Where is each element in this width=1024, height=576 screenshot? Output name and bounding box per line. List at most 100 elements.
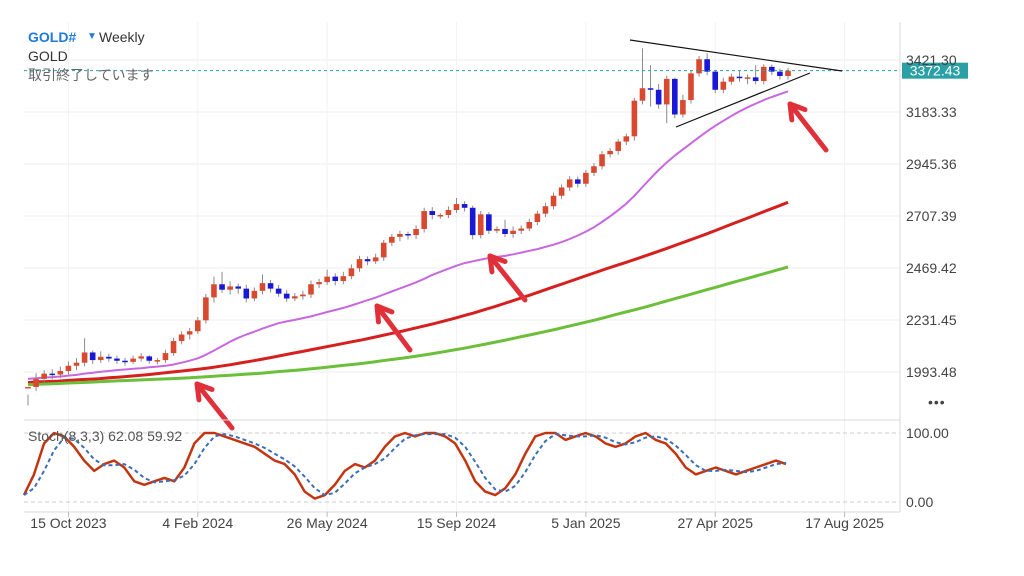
candle-body [672, 78, 678, 115]
candle-body [688, 73, 694, 101]
candle-body [332, 276, 339, 281]
candle-body [429, 211, 436, 215]
candle-body [73, 362, 80, 366]
timeframe-label[interactable]: Weekly [99, 29, 145, 45]
candle-body [211, 284, 217, 298]
candle-body [752, 77, 759, 82]
annotation-arrowhead [787, 101, 808, 123]
candle-body [469, 207, 476, 236]
current-price-label: 3372.43 [910, 63, 961, 79]
y-tick-label: 2945.36 [906, 156, 957, 172]
candle-body [138, 356, 144, 359]
candle-body [421, 211, 427, 229]
candle-body [122, 360, 128, 363]
candle-body [486, 214, 492, 231]
candle-body [777, 71, 783, 77]
candle-body [494, 228, 500, 231]
annotation-arrow [194, 381, 235, 431]
candle-body [696, 59, 702, 74]
candle-body [380, 242, 387, 258]
x-tick-label: 15 Sep 2024 [417, 515, 497, 531]
ma-slow-line [27, 265, 789, 387]
annotation-arrowhead [374, 303, 395, 325]
candle-body [372, 257, 379, 262]
annotations: 3372.43 [24, 39, 968, 431]
y-tick-label: 2231.45 [906, 312, 957, 328]
candle-body [364, 259, 371, 262]
y-tick-label: 3421.30 [906, 52, 957, 68]
candle-body [655, 89, 662, 105]
moving-averages [27, 90, 789, 387]
candle-body [227, 286, 233, 290]
y-tick-label: 2707.39 [906, 208, 957, 224]
stoch-tick-label: 100.00 [906, 425, 949, 441]
candle-body [502, 228, 508, 235]
candle-body [631, 100, 638, 137]
candle-body [647, 88, 654, 90]
annotation-arrow [374, 303, 413, 353]
candle-body [591, 166, 597, 173]
candle-body [194, 320, 201, 332]
x-tick-label: 26 May 2024 [287, 515, 368, 531]
candle-body [348, 268, 355, 277]
candle-body [736, 76, 743, 79]
candle-body [178, 334, 185, 342]
candle-body [599, 154, 605, 167]
candle-body [316, 282, 322, 285]
symbol-selector[interactable]: GOLD# [28, 29, 77, 45]
candle-body [526, 221, 533, 229]
candle-body [704, 59, 710, 72]
candle-body [170, 341, 177, 354]
candle-body [566, 179, 573, 188]
chevron-down-icon[interactable]: ▼ [87, 31, 97, 42]
candle-body [41, 373, 47, 379]
market-status: 取引終了しています [28, 67, 154, 83]
candle-body [146, 356, 153, 361]
candle-body [292, 296, 298, 299]
annotation-arrowhead [194, 381, 215, 403]
candle-body [510, 230, 516, 235]
candle-body [251, 290, 258, 299]
candle-body [97, 356, 104, 361]
x-tick-label: 5 Jan 2025 [551, 515, 620, 531]
candle-body [615, 141, 622, 151]
x-tick-label: 15 Oct 2023 [30, 515, 106, 531]
instrument-name: GOLD [28, 48, 68, 64]
ma-fast-line [27, 90, 789, 380]
candle-body [574, 179, 581, 184]
ma-mid-line [27, 200, 789, 385]
candle-body [235, 286, 242, 289]
x-tick-label: 17 Aug 2025 [805, 515, 884, 531]
candle-body [154, 360, 161, 362]
candle-body [49, 373, 56, 376]
candle-body [130, 358, 136, 362]
candle-body [65, 365, 72, 372]
triangle-upper-line [629, 39, 843, 72]
candle-body [81, 352, 88, 363]
candle-body [219, 284, 225, 290]
candle-body [267, 283, 274, 289]
candle-body [413, 228, 419, 236]
candle-body [720, 81, 727, 90]
more-options-icon[interactable]: ••• [928, 394, 946, 410]
candle-body [405, 234, 411, 236]
y-tick-label: 3183.33 [906, 104, 957, 120]
stochastic-panel [22, 431, 900, 503]
stoch-k-line [22, 431, 787, 500]
candle-body [89, 352, 96, 361]
candle-body [663, 78, 670, 105]
candle-body [106, 356, 112, 359]
candle-body [57, 371, 64, 375]
candle-body [33, 378, 39, 387]
candle-body [760, 66, 767, 82]
candle-body [437, 214, 444, 217]
candle-body [728, 76, 735, 82]
candle-body [453, 204, 460, 210]
candle-body [397, 234, 403, 237]
triangle-lower-line [675, 72, 811, 128]
x-tick-label: 4 Feb 2024 [162, 515, 233, 531]
annotation-arrow [487, 253, 528, 303]
candle-body [162, 353, 169, 361]
candle-body [518, 228, 524, 231]
